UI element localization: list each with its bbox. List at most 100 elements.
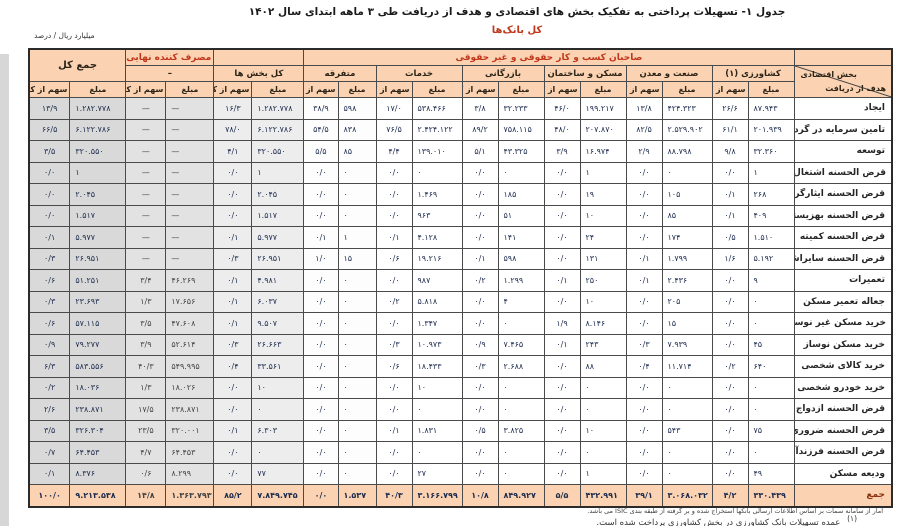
amount-cell: — <box>165 247 215 270</box>
share-cell: ۲۳/۵ <box>125 419 167 442</box>
title-block: جدول ۱- تسهیلات پرداختی به تفکیک بخش های… <box>147 6 887 36</box>
amount-cell: ۱۸.۰۳۶ <box>69 376 127 399</box>
share-cell: ۰/۳ <box>28 247 71 270</box>
amount-cell: ۹۸۷ <box>411 269 463 292</box>
amount-cell: ۰ <box>579 376 627 399</box>
amount-cell: ۳.۱۶۶.۷۹۹ <box>411 484 463 507</box>
amount-cell: ۴ <box>497 290 545 313</box>
share-cell: ۰/۱ <box>543 269 581 292</box>
footnote-1: (۱) عمده تسهیلات بانک کشاورزی در بخش کشا… <box>596 514 857 526</box>
row-label: خرید مسکن نوساز <box>793 333 893 356</box>
subheader-amount: مبلغ <box>337 81 377 98</box>
subheader-share: سهم از کل <box>303 81 339 98</box>
amount-cell: ۱ <box>69 161 127 184</box>
amount-cell: ۳۳۰.۴۳۹ <box>747 484 795 507</box>
share-cell: ۵۴/۵ <box>303 118 339 141</box>
share-cell: ۰/۳ <box>375 333 413 356</box>
table-row: جعاله تعمیر مسکن ۰ ۰/۰ ۲۰۵ ۰/۰ ۱۰ ۰/۰ ۴ ۰/۰ ۵.۸۱۸… <box>28 290 893 313</box>
subheader-amount: مبلغ <box>165 81 215 98</box>
share-cell: ۳/۵ <box>28 140 71 163</box>
footnote-marker: (۱) <box>847 514 857 523</box>
grandtotal-group-header: جمع کل <box>28 48 127 82</box>
share-cell: ۱/۹ <box>543 312 581 335</box>
share-cell: ۱۰۰/۰ <box>28 484 71 507</box>
share-cell: ۰/۱ <box>543 333 581 356</box>
share-cell: — <box>125 118 167 141</box>
share-cell: ۰/۰ <box>625 398 663 421</box>
share-cell: ۰/۰ <box>461 226 499 249</box>
amount-cell: ۶.۰۳۷ <box>251 290 305 313</box>
table-row: تعمیرات ۹ ۰/۰ ۲.۴۳۶ ۰/۱ ۲۵۰ ۰/۱ ۱.۲۹۹ ۰/۲ ۹۸۷ ۰/۰ ۰… <box>28 269 893 292</box>
amount-cell: ۴۹ <box>747 462 795 485</box>
amount-cell: ۴۳۲.۹۹۱ <box>579 484 627 507</box>
share-cell: ۰/۳ <box>28 290 71 313</box>
table-row: تامین سرمایه در گردش۲۰۱.۹۳۹۶۱/۱۲.۵۲۹.۹۰۲… <box>28 118 893 141</box>
amount-cell: ۸۸.۷۹۸ <box>661 140 713 163</box>
amount-cell: ۰ <box>337 183 377 206</box>
amount-cell: ۰ <box>497 376 545 399</box>
share-cell: ۰/۰ <box>711 441 749 464</box>
amount-cell: ۳۲۰.۰۰۱ <box>165 419 215 442</box>
amount-cell: ۴۲۴.۳۲۳ <box>661 97 713 120</box>
share-cell: ۳/۹ <box>125 333 167 356</box>
amount-cell: ۴.۹۸۱ <box>251 269 305 292</box>
share-cell: ۰/۴ <box>213 355 253 378</box>
share-cell: ۰/۰ <box>461 376 499 399</box>
amount-cell: ۶۴۰ <box>747 355 795 378</box>
amount-cell: ۱۸.۰۲۶ <box>165 376 215 399</box>
share-cell: ۴/۲ <box>711 484 749 507</box>
amount-cell: ۱ <box>251 161 305 184</box>
amount-cell: ۰ <box>661 462 713 485</box>
group-header-services: خدمات <box>375 65 463 82</box>
amount-cell: ۲۳.۶۹۳ <box>69 290 127 313</box>
amount-cell: ۴۵ <box>747 333 795 356</box>
subheader-amount: مبلغ <box>251 81 305 98</box>
amount-cell: ۵۴۹.۹۹۵ <box>165 355 215 378</box>
share-cell: ۰/۴ <box>625 355 663 378</box>
share-cell: ۳/۹ <box>543 140 581 163</box>
table-row: خرید مسکن نوساز ۴۵ ۰/۰ ۷.۹۳۹ ۰/۳ ۲۴۳ ۰/۱ ۷.۴۶۵ ۰… <box>28 333 893 356</box>
row-label: خرید خودرو شخصی <box>793 376 893 399</box>
amount-cell: ۶.۳۰۳ <box>251 419 305 442</box>
table-row: قرض الحسنه فرزندآوری۰۰/۰۰۰/۰۰۰/۰۰۰/۰۰۰/۰… <box>28 441 893 464</box>
source-footnote: آمار از سامانه سمات بر اساس اطلاعات ارسا… <box>587 507 883 515</box>
share-cell: ۸۹/۲ <box>461 118 499 141</box>
share-cell: ۱/۰ <box>303 247 339 270</box>
group-header-commerce: بازرگانی <box>461 65 545 82</box>
group-header-housing-construction: مسکن و ساختمان <box>543 65 627 82</box>
share-cell: ۵/۱ <box>461 140 499 163</box>
page-subtitle: کل بانک‌ها <box>491 25 543 36</box>
share-cell: ۰/۲ <box>28 376 71 399</box>
amount-cell: ۱۶.۹۷۴ <box>579 140 627 163</box>
share-cell: ۰/۲ <box>461 269 499 292</box>
share-cell: ۰/۰ <box>375 183 413 206</box>
amount-cell: ۶۴.۴۵۳ <box>69 441 127 464</box>
share-cell: ۰/۰ <box>303 484 339 507</box>
amount-cell: ۵۸۳.۵۵۶ <box>69 355 127 378</box>
share-cell: ۳/۸ <box>461 97 499 120</box>
amount-cell: ۰ <box>497 398 545 421</box>
amount-cell: ۲.۴۳۶ <box>661 269 713 292</box>
amount-cell: ۵۳۸.۴۶۶ <box>411 97 463 120</box>
subheader-share: سهم از کل <box>125 81 167 98</box>
table-row: خرید کالای شخصی ۶۴۰ ۰/۲ ۱۱.۷۱۴ ۰/۴ ۸۸ ۰/۰ ۲.۶۸۸… <box>28 355 893 378</box>
share-cell: ۰/۱ <box>213 312 253 335</box>
amount-cell: ۰ <box>497 312 545 335</box>
share-cell: ۰/۱ <box>625 269 663 292</box>
amount-cell: ۲۳۸.۸۷۱ <box>165 398 215 421</box>
share-cell: ۰/۳ <box>213 247 253 270</box>
table-row: قرض الحسنه سایراشتغال۵.۱۹۲۱/۶۱.۷۹۹۰/۱۱۳۱… <box>28 247 893 270</box>
share-cell: ۰/۰ <box>375 161 413 184</box>
share-cell: ۰/۰ <box>303 398 339 421</box>
share-cell: ۰/۰ <box>303 161 339 184</box>
subheader-share: سهم از کل <box>625 81 663 98</box>
share-cell: ۰/۷ <box>28 441 71 464</box>
amount-cell: ۰ <box>579 441 627 464</box>
amount-cell: ۰ <box>337 355 377 378</box>
share-cell: ۰/۰ <box>625 312 663 335</box>
amount-cell: ۶.۱۲۲.۷۸۶ <box>69 118 127 141</box>
share-cell: ۱/۳ <box>125 290 167 313</box>
table-row: قرض الحسنه ایثارگران۲۶۸۰/۱۱۰۵۰/۰۱۹۰/۰۱۸۵… <box>28 183 893 206</box>
amount-cell: ۵۹۸ <box>337 97 377 120</box>
amount-cell: ۰ <box>337 290 377 313</box>
